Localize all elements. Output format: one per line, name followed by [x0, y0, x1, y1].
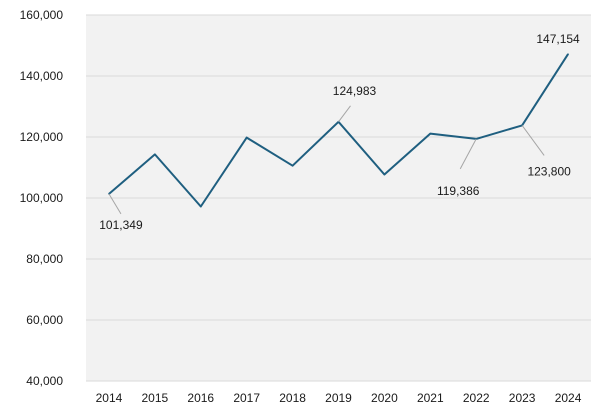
gridlines	[86, 14, 591, 382]
x-axis: 2014 2015 2016 2017 2018 2019 2020 2021 2022 2023…	[96, 391, 582, 405]
x-tick-label: 2016	[187, 391, 214, 405]
x-tick-label: 2019	[325, 391, 352, 405]
data-label: 123,800	[527, 164, 571, 178]
data-point	[429, 132, 432, 135]
y-axis: 40,000 60,000 80,000 100,000 120,000 140,000 1…	[20, 8, 64, 388]
x-tick-label: 2021	[417, 391, 444, 405]
data-label: 119,386	[437, 184, 480, 198]
data-point	[291, 164, 294, 167]
y-tick-label: 140,000	[20, 69, 64, 83]
y-tick-label: 40,000	[26, 374, 63, 388]
data-labels: 101,349 124,983 119,386 123,800 147,154	[99, 32, 580, 232]
leader-line	[459, 138, 477, 170]
x-tick-label: 2018	[279, 391, 306, 405]
data-point	[154, 153, 156, 156]
leader-line	[108, 193, 122, 215]
y-tick-label: 60,000	[26, 313, 63, 327]
x-tick-label: 2022	[463, 391, 490, 405]
x-tick-label: 2024	[555, 391, 582, 405]
y-tick-label: 100,000	[20, 191, 64, 205]
y-tick-label: 160,000	[20, 8, 64, 22]
data-label: 147,154	[536, 32, 580, 46]
data-label: 101,349	[99, 218, 143, 232]
x-tick-label: 2020	[371, 391, 398, 405]
x-tick-label: 2014	[96, 391, 123, 405]
y-tick-label: 80,000	[26, 252, 63, 266]
data-point	[199, 205, 202, 208]
data-label: 124,983	[333, 84, 377, 98]
x-tick-label: 2023	[509, 391, 536, 405]
data-point	[383, 173, 386, 176]
leader-line	[521, 125, 545, 156]
x-tick-label: 2017	[233, 391, 260, 405]
data-point	[245, 136, 248, 139]
data-point	[567, 53, 569, 55]
leader-line	[338, 105, 351, 123]
y-tick-label: 120,000	[20, 130, 64, 144]
x-tick-label: 2015	[142, 391, 169, 405]
